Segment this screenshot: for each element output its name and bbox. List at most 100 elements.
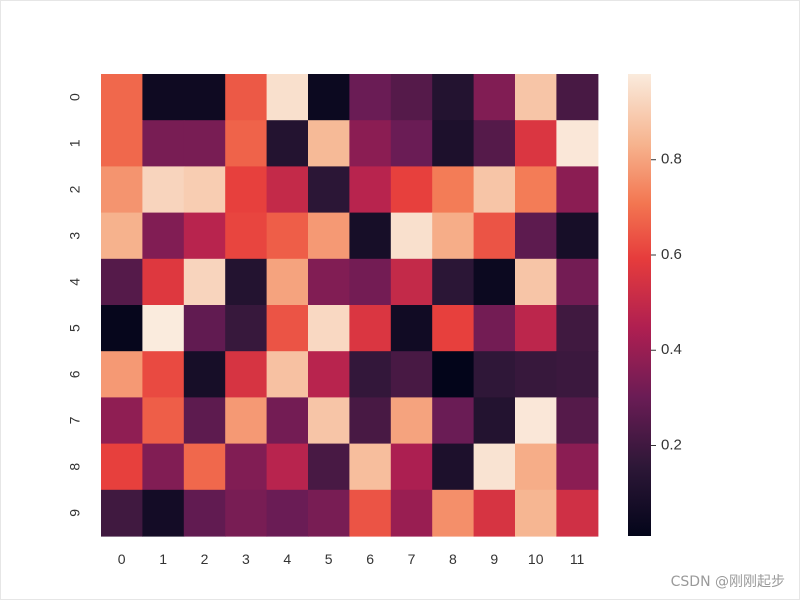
- heatmap-cell-r5-c4: [266, 305, 309, 352]
- heatmap-cell-r3-c11: [556, 212, 599, 260]
- heatmap-cell-r8-c4: [266, 443, 309, 491]
- heatmap-cell-r1-c8: [432, 120, 475, 167]
- heatmap-cell-r1-c2: [183, 120, 226, 167]
- heatmap-cell-r5-c0: [101, 305, 143, 352]
- y-tick-label: 2: [67, 185, 83, 193]
- heatmap-cell-r1-c11: [556, 120, 599, 167]
- heatmap-cell-r1-c3: [225, 120, 268, 167]
- y-tick-label: 4: [67, 278, 83, 286]
- heatmap-cell-r6-c3: [225, 351, 268, 398]
- heatmap-cell-r3-c10: [515, 212, 557, 260]
- heatmap-cell-r0-c6: [349, 74, 392, 121]
- heatmap-cell-r5-c5: [308, 305, 350, 352]
- colorbar: 0.2 0.4 0.6 0.8: [628, 74, 682, 536]
- heatmap-cell-r7-c6: [349, 397, 392, 445]
- heatmap-cell-r6-c2: [183, 351, 226, 398]
- heatmap-cell-r4-c11: [556, 258, 599, 306]
- heatmap-cell-r9-c2: [183, 489, 226, 537]
- heatmap-cell-r9-c3: [225, 489, 268, 537]
- heatmap-cell-r6-c5: [308, 351, 350, 398]
- heatmap-cell-r2-c0: [101, 166, 143, 214]
- x-tick-label: 10: [528, 551, 544, 567]
- heatmap-cell-r6-c11: [556, 351, 599, 398]
- heatmap-cell-r0-c9: [473, 74, 516, 121]
- heatmap-cell-r5-c2: [183, 305, 226, 352]
- heatmap-cell-r0-c4: [266, 74, 309, 121]
- x-tick-label: 2: [201, 551, 209, 567]
- heatmap-cell-r2-c9: [473, 166, 516, 214]
- x-tick-label: 5: [325, 551, 333, 567]
- x-tick-labels: 0 1 2 3 4 5 6 7 8 9 10 11: [118, 551, 585, 567]
- heatmap-cell-r8-c6: [349, 443, 392, 491]
- heatmap-cell-r4-c0: [101, 258, 143, 306]
- heatmap-cell-r1-c1: [142, 120, 185, 167]
- heatmap-cell-r5-c11: [556, 305, 599, 352]
- y-tick-labels: 0 1 2 3 4 5 6 7 8 9: [67, 93, 83, 517]
- y-tick-label: 7: [67, 416, 83, 424]
- heatmap-cell-r7-c4: [266, 397, 309, 445]
- x-tick-label: 3: [242, 551, 250, 567]
- heatmap-cell-r7-c9: [473, 397, 516, 445]
- heatmap-cell-r7-c0: [101, 397, 143, 445]
- y-tick-label: 5: [67, 324, 83, 332]
- heatmap-cell-r5-c1: [142, 305, 185, 352]
- y-tick-label: 3: [67, 232, 83, 240]
- x-tick-label: 11: [570, 551, 585, 567]
- x-tick-label: 4: [283, 551, 291, 567]
- heatmap-cell-r4-c4: [266, 258, 309, 306]
- heatmap-cell-r9-c1: [142, 489, 185, 537]
- heatmap-cell-r0-c2: [183, 74, 226, 121]
- heatmap-cell-r4-c10: [515, 258, 557, 306]
- heatmap-cell-r6-c1: [142, 351, 185, 398]
- heatmap-cell-r7-c1: [142, 397, 185, 445]
- heatmap-cell-r2-c5: [308, 166, 350, 214]
- colorbar-tick-label: 0.8: [661, 151, 682, 168]
- heatmap-cell-r8-c11: [556, 443, 599, 491]
- heatmap-cell-r8-c1: [142, 443, 185, 491]
- heatmap-cell-r9-c11: [556, 489, 599, 537]
- heatmap-cell-r5-c10: [515, 305, 557, 352]
- heatmap-cell-r3-c1: [142, 212, 185, 260]
- heatmap-cell-r9-c8: [432, 489, 475, 537]
- heatmap-cell-r3-c7: [390, 212, 433, 260]
- heatmap-cell-r3-c3: [225, 212, 268, 260]
- heatmap-cell-r4-c2: [183, 258, 226, 306]
- heatmap-cell-r6-c6: [349, 351, 392, 398]
- heatmap-cell-r6-c10: [515, 351, 557, 398]
- heatmap-cell-r1-c0: [101, 120, 143, 167]
- heatmap-cell-r8-c3: [225, 443, 268, 491]
- heatmap-cell-r2-c4: [266, 166, 309, 214]
- heatmap-cell-r0-c10: [515, 74, 557, 121]
- heatmap-cell-r3-c2: [183, 212, 226, 260]
- heatmap-cell-r4-c9: [473, 258, 516, 306]
- heatmap-cell-r4-c7: [390, 258, 433, 306]
- heatmap-cell-r5-c6: [349, 305, 392, 352]
- heatmap-cell-r1-c5: [308, 120, 350, 167]
- y-tick-label: 9: [67, 509, 83, 517]
- heatmap-cell-r3-c8: [432, 212, 475, 260]
- heatmap-cell-r0-c1: [142, 74, 185, 121]
- heatmap-cell-r4-c5: [308, 258, 350, 306]
- heatmap-cell-r0-c11: [556, 74, 599, 121]
- heatmap-cell-r1-c6: [349, 120, 392, 167]
- heatmap-cell-r5-c9: [473, 305, 516, 352]
- heatmap-cell-r3-c6: [349, 212, 392, 260]
- heatmap-cell-r4-c1: [142, 258, 185, 306]
- heatmap-cell-r8-c9: [473, 443, 516, 491]
- heatmap-cell-r8-c5: [308, 443, 350, 491]
- heatmap-cells: [101, 74, 599, 537]
- heatmap-cell-r7-c10: [515, 397, 557, 445]
- heatmap-cell-r2-c2: [183, 166, 226, 214]
- heatmap-cell-r5-c8: [432, 305, 475, 352]
- heatmap-cell-r2-c8: [432, 166, 475, 214]
- heatmap-cell-r6-c0: [101, 351, 143, 398]
- heatmap-cell-r1-c10: [515, 120, 557, 167]
- heatmap-cell-r0-c8: [432, 74, 475, 121]
- y-tick-label: 0: [67, 93, 83, 101]
- heatmap-cell-r8-c0: [101, 443, 143, 491]
- heatmap-cell-r2-c7: [390, 166, 433, 214]
- heatmap-cell-r9-c9: [473, 489, 516, 537]
- heatmap-cell-r6-c4: [266, 351, 309, 398]
- heatmap-cell-r2-c6: [349, 166, 392, 214]
